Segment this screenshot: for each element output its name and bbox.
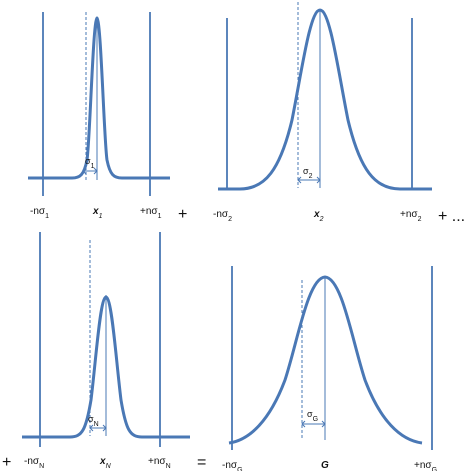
left-bound-label: -nσG bbox=[222, 460, 243, 471]
sigma-arrow bbox=[301, 420, 326, 428]
gaussian-curve bbox=[228, 275, 423, 445]
panel-4: σG -nσG G +nσG bbox=[222, 266, 437, 471]
left-bound-label: -nσ2 bbox=[213, 209, 232, 223]
sigma-arrow bbox=[82, 167, 98, 175]
gaussian-curve bbox=[28, 16, 170, 180]
plus-operator: + bbox=[178, 206, 187, 223]
plus-operator-left: + bbox=[2, 454, 11, 471]
gaussian-curve bbox=[218, 8, 432, 191]
sigma-arrow bbox=[89, 424, 107, 432]
left-bound-label: -nσN bbox=[24, 456, 44, 470]
mean-label: xN bbox=[99, 456, 112, 470]
right-bound-label: +nσ1 bbox=[140, 206, 162, 220]
gaussian-curve bbox=[22, 295, 190, 439]
plus-ellipsis-operator: + ... bbox=[438, 208, 465, 225]
sigma-label: σN bbox=[88, 414, 99, 428]
sigma-label: σ2 bbox=[303, 166, 313, 180]
panel-1: σ1 -nσ1 x1 +nσ1 bbox=[28, 12, 170, 220]
sigma-arrow bbox=[297, 176, 321, 184]
mean-label: x1 bbox=[92, 206, 103, 220]
sigma-label: σ1 bbox=[85, 156, 95, 170]
right-bound-label: +nσ2 bbox=[400, 209, 422, 223]
equals-operator: = bbox=[197, 454, 206, 471]
left-bound-label: -nσ1 bbox=[30, 206, 49, 220]
panel-2: σ2 -nσ2 x2 +nσ2 bbox=[213, 2, 432, 223]
mean-label: x2 bbox=[313, 209, 324, 223]
sigma-label: σG bbox=[307, 409, 318, 423]
right-bound-label: +nσN bbox=[148, 456, 171, 470]
right-bound-label: +nσG bbox=[414, 460, 437, 471]
mean-label: G bbox=[321, 460, 329, 471]
panel-3: σN -nσN xN +nσN bbox=[22, 232, 190, 470]
